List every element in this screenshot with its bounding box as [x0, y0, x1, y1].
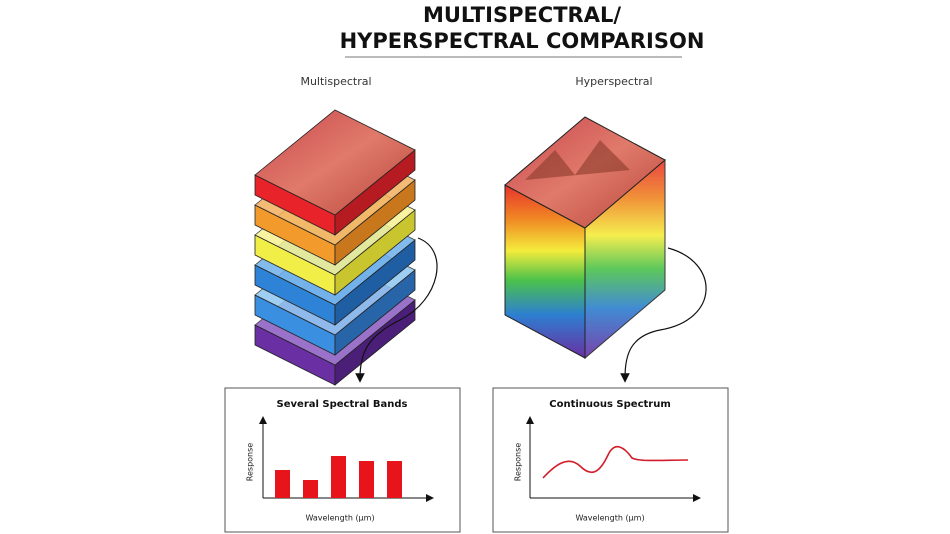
panel-title: Several Spectral Bands — [277, 399, 408, 410]
arrow — [620, 247, 707, 383]
band-layer — [254, 109, 416, 216]
title: HYPERSPECTRAL COMPARISON — [340, 29, 705, 53]
y-label: Response — [246, 443, 255, 482]
arrow — [355, 237, 438, 383]
label: Hyperspectral — [575, 75, 652, 88]
label: Multispectral — [300, 75, 371, 88]
panel: Several Spectral Bands Response Waveleng… — [224, 387, 461, 533]
y-label: Response — [514, 443, 523, 482]
panel-title: Continuous Spectrum — [549, 399, 671, 410]
hyper-cube — [504, 116, 666, 360]
panel: Continuous Spectrum Response Wavelength … — [492, 387, 729, 533]
title: MULTISPECTRAL/ — [423, 3, 621, 27]
x-label: Wavelength (μm) — [305, 514, 374, 523]
x-label: Wavelength (μm) — [575, 514, 644, 523]
band-stack — [254, 109, 416, 386]
